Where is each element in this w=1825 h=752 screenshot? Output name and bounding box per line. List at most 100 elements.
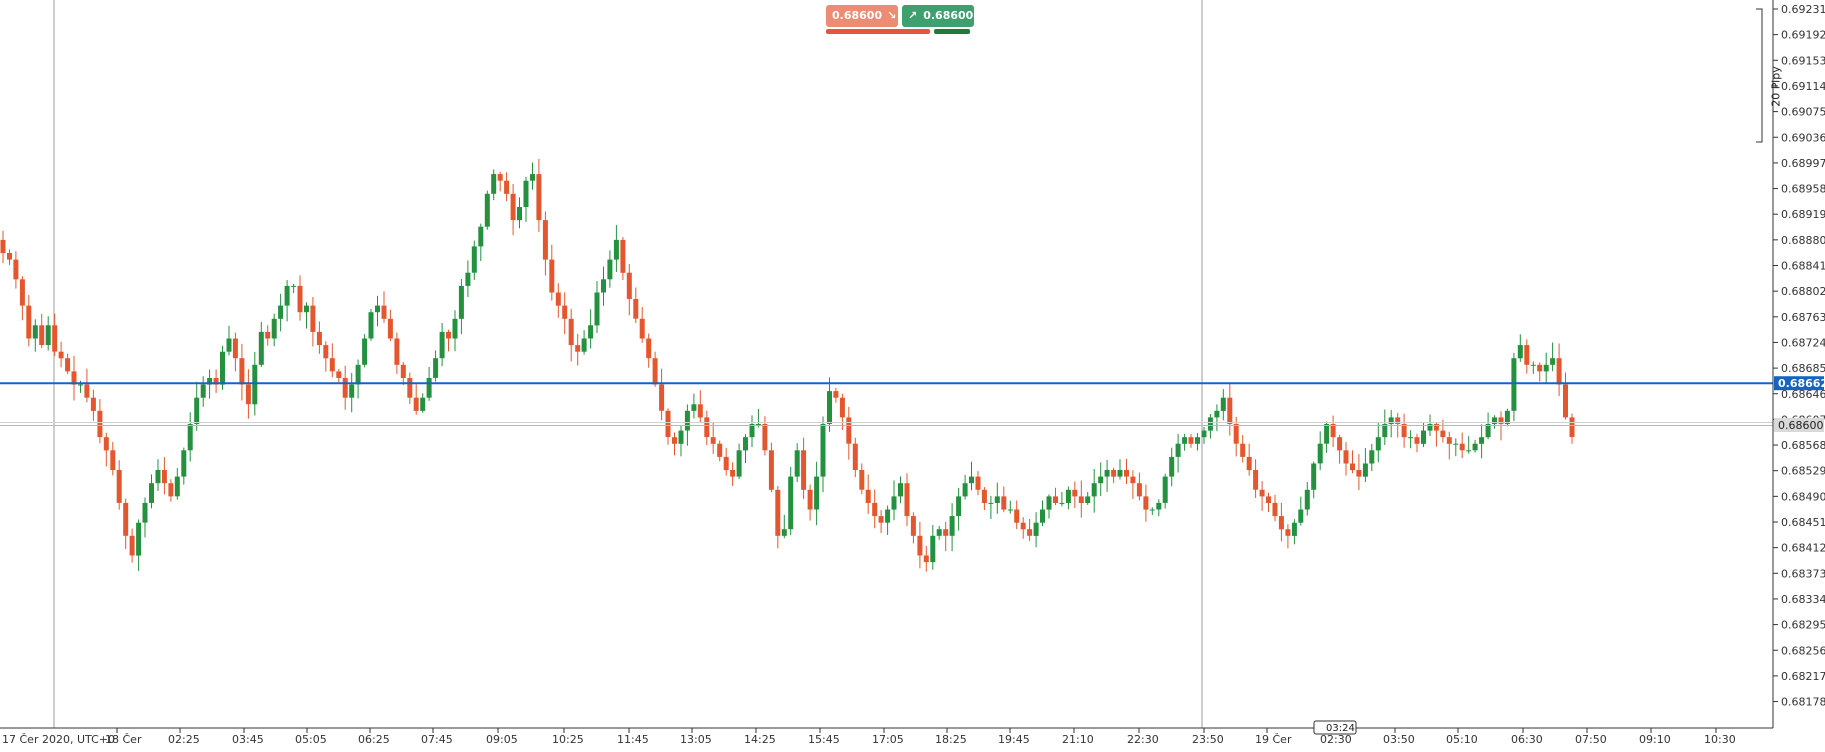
candle-body bbox=[1369, 450, 1375, 464]
candle-body bbox=[1569, 417, 1575, 438]
candle-body bbox=[910, 516, 916, 536]
candle-body bbox=[969, 476, 974, 484]
candle-body bbox=[775, 489, 781, 536]
candle bbox=[149, 474, 154, 509]
candle-body bbox=[1046, 496, 1052, 510]
time-tick-label: 22:30 bbox=[1127, 733, 1159, 746]
candle bbox=[433, 350, 439, 382]
candle-body bbox=[1440, 430, 1446, 438]
candle bbox=[665, 408, 671, 445]
current-price-badge-label: 0.68662 bbox=[1778, 377, 1825, 390]
candle-body bbox=[1414, 437, 1420, 444]
candle bbox=[1524, 339, 1530, 374]
candle-body bbox=[45, 325, 51, 345]
candle-body bbox=[755, 424, 761, 425]
candle-body bbox=[530, 174, 535, 181]
candle-body bbox=[471, 246, 477, 273]
candle bbox=[284, 280, 290, 322]
candle-body bbox=[71, 371, 77, 385]
time-tick-label: 11:45 bbox=[617, 733, 649, 746]
candle-body bbox=[768, 450, 774, 490]
candle-body bbox=[297, 285, 303, 313]
candle-body bbox=[1395, 417, 1401, 424]
sell-button[interactable]: 0.68600 ↘ bbox=[826, 5, 898, 27]
candle bbox=[1065, 486, 1071, 510]
arrow-up-right-icon: ↗ bbox=[908, 9, 918, 22]
candle-body bbox=[1466, 450, 1472, 452]
candle bbox=[710, 422, 716, 454]
candle-body bbox=[717, 443, 723, 457]
candle-body bbox=[19, 279, 25, 306]
candle bbox=[575, 333, 581, 366]
candle-body bbox=[323, 345, 329, 359]
bid-price-badge: 0.68600 bbox=[1774, 418, 1824, 433]
candle-body bbox=[90, 397, 96, 411]
candle-body bbox=[1504, 410, 1510, 424]
candle bbox=[639, 307, 645, 343]
candle bbox=[103, 432, 109, 467]
candle-body bbox=[1472, 443, 1478, 451]
buy-button[interactable]: ↗ 0.68600 bbox=[902, 5, 974, 27]
candle-body bbox=[1233, 424, 1239, 444]
time-tick-label: 19 Čer bbox=[1255, 733, 1292, 746]
candle-body bbox=[904, 483, 910, 517]
time-tick-label: 02:30 bbox=[1320, 733, 1352, 746]
candle-body bbox=[691, 404, 697, 411]
time-tick-label: 03:45 bbox=[232, 733, 264, 746]
candle bbox=[555, 283, 561, 318]
cursor-time-box bbox=[1313, 720, 1357, 735]
candle bbox=[517, 197, 522, 229]
pip-ruler-bracket bbox=[1756, 8, 1763, 143]
candle bbox=[58, 341, 64, 368]
candle-body bbox=[258, 331, 264, 365]
time-tick-label: 17 Čer 2020, UTC+0 bbox=[2, 733, 115, 746]
candle-body bbox=[697, 404, 703, 418]
candle-body bbox=[1020, 522, 1026, 530]
candle-body bbox=[846, 417, 852, 444]
candle-body bbox=[962, 483, 968, 497]
candle-body bbox=[1350, 463, 1355, 471]
candle-body bbox=[194, 397, 200, 424]
candle bbox=[994, 482, 1000, 514]
candle-body bbox=[1259, 489, 1265, 497]
price-axis[interactable]: 0.69231 0.69192 0.69153 0.69114 0.69075 0.690… bbox=[1756, 0, 1825, 728]
candle-body bbox=[517, 207, 522, 221]
candle bbox=[723, 447, 729, 476]
candle-body bbox=[278, 305, 284, 319]
time-axis[interactable]: 17 Čer 2020, UTC+018 Čer 02:25 03:45 05:05 0… bbox=[0, 720, 1773, 746]
candle bbox=[626, 264, 632, 316]
candle-body bbox=[555, 292, 561, 306]
candle bbox=[1040, 500, 1045, 526]
candle-body bbox=[1104, 470, 1110, 477]
candle bbox=[833, 387, 839, 403]
candle bbox=[1563, 372, 1568, 420]
candle-body bbox=[1182, 437, 1188, 444]
candle-body bbox=[1524, 345, 1530, 365]
candle-body bbox=[1446, 437, 1452, 444]
candle bbox=[245, 369, 251, 419]
candle-body bbox=[381, 305, 387, 319]
price-tick-label: 0.69114 bbox=[1781, 80, 1825, 93]
candle-body bbox=[814, 476, 820, 510]
candle-body bbox=[1130, 476, 1136, 484]
candle-body bbox=[207, 378, 213, 385]
candle bbox=[1556, 343, 1562, 397]
candle bbox=[904, 473, 910, 527]
price-tick-label: 0.68841 bbox=[1781, 260, 1825, 273]
candle bbox=[45, 316, 51, 351]
time-tick-label: 05:10 bbox=[1446, 733, 1478, 746]
candle-body bbox=[1220, 397, 1226, 411]
candle-body bbox=[1195, 437, 1200, 444]
candle-body bbox=[465, 272, 471, 286]
candle-body bbox=[588, 325, 594, 339]
candle bbox=[562, 292, 568, 334]
candle-body bbox=[433, 358, 439, 378]
candle-body bbox=[891, 496, 897, 510]
candle-body bbox=[762, 424, 768, 451]
candle-body bbox=[536, 174, 542, 221]
candle-body bbox=[730, 470, 736, 477]
candle-body bbox=[672, 437, 677, 444]
candle-body bbox=[407, 378, 413, 398]
